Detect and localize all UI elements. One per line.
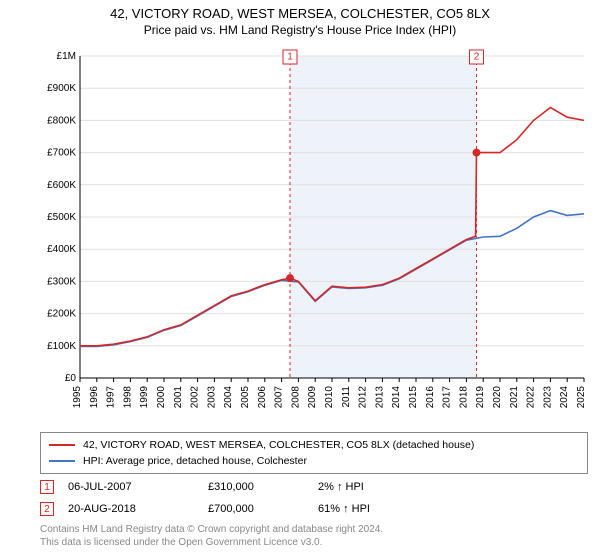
svg-text:2025: 2025 [576,386,587,409]
svg-text:2016: 2016 [425,386,436,409]
svg-text:2000: 2000 [156,386,167,409]
svg-text:£300K: £300K [47,276,76,287]
chart-subtitle: Price paid vs. HM Land Registry's House … [0,23,600,37]
svg-text:1: 1 [287,52,293,63]
sale-row: 1 06-JUL-2007 £310,000 2% ↑ HPI [40,476,588,498]
sale-marker-icon: 2 [40,502,54,516]
svg-text:£500K: £500K [47,212,76,223]
svg-text:1995: 1995 [72,386,83,409]
price-chart: £0 £100K £200K £300K £400K £500K £600K £700K £80… [40,48,588,418]
svg-text:£400K: £400K [47,244,76,255]
svg-text:£1M: £1M [57,51,76,62]
svg-text:2012: 2012 [358,386,369,409]
svg-text:2022: 2022 [526,386,537,409]
svg-text:2006: 2006 [257,386,268,409]
svg-text:1996: 1996 [89,386,100,409]
svg-text:2: 2 [474,52,480,63]
svg-text:2005: 2005 [240,386,251,409]
svg-text:£200K: £200K [47,309,76,320]
chart-title: 42, VICTORY ROAD, WEST MERSEA, COLCHESTE… [0,6,600,21]
svg-text:2015: 2015 [408,386,419,409]
svg-text:2018: 2018 [458,386,469,409]
legend-item: HPI: Average price, detached house, Colc… [49,453,579,469]
sale-date: 06-JUL-2007 [68,481,208,493]
svg-text:2009: 2009 [307,386,318,409]
svg-text:1999: 1999 [139,386,150,409]
footer-attribution: Contains HM Land Registry data © Crown c… [40,524,588,549]
svg-text:2024: 2024 [559,386,570,409]
svg-text:2014: 2014 [391,386,402,409]
footer-line: Contains HM Land Registry data © Crown c… [40,524,588,537]
svg-text:£0: £0 [65,373,77,384]
svg-text:2011: 2011 [341,386,352,408]
sale-price: £310,000 [208,481,318,493]
svg-text:2008: 2008 [290,386,301,409]
svg-text:2017: 2017 [442,386,453,409]
svg-text:2013: 2013 [374,386,385,409]
svg-text:1997: 1997 [106,386,117,409]
svg-text:£700K: £700K [47,148,76,159]
svg-text:2004: 2004 [223,386,234,409]
footer-line: This data is licensed under the Open Gov… [40,537,588,550]
legend: 42, VICTORY ROAD, WEST MERSEA, COLCHESTE… [40,432,588,474]
sale-events: 1 06-JUL-2007 £310,000 2% ↑ HPI 2 20-AUG… [40,476,588,520]
sale-pct: 2% ↑ HPI [318,481,418,493]
svg-text:2001: 2001 [173,386,184,409]
legend-item: 42, VICTORY ROAD, WEST MERSEA, COLCHESTE… [49,437,579,453]
sale-marker-icon: 1 [40,480,54,494]
sale-pct: 61% ↑ HPI [318,503,418,515]
sale-date: 20-AUG-2018 [68,503,208,515]
svg-text:£900K: £900K [47,83,76,94]
svg-text:£100K: £100K [47,341,76,352]
svg-text:1998: 1998 [122,386,133,409]
svg-text:2021: 2021 [509,386,520,409]
svg-text:2023: 2023 [542,386,553,409]
legend-label: 42, VICTORY ROAD, WEST MERSEA, COLCHESTE… [83,439,474,451]
sale-price: £700,000 [208,503,318,515]
svg-text:2003: 2003 [206,386,217,409]
svg-text:£600K: £600K [47,180,76,191]
svg-text:£800K: £800K [47,115,76,126]
svg-text:2019: 2019 [475,386,486,409]
legend-label: HPI: Average price, detached house, Colc… [83,455,307,467]
svg-text:2002: 2002 [190,386,201,409]
legend-swatch-icon [49,444,75,446]
svg-text:2010: 2010 [324,386,335,409]
sale-row: 2 20-AUG-2018 £700,000 61% ↑ HPI [40,498,588,520]
svg-text:2007: 2007 [274,386,285,409]
legend-swatch-icon [49,460,75,462]
svg-text:2020: 2020 [492,386,503,409]
